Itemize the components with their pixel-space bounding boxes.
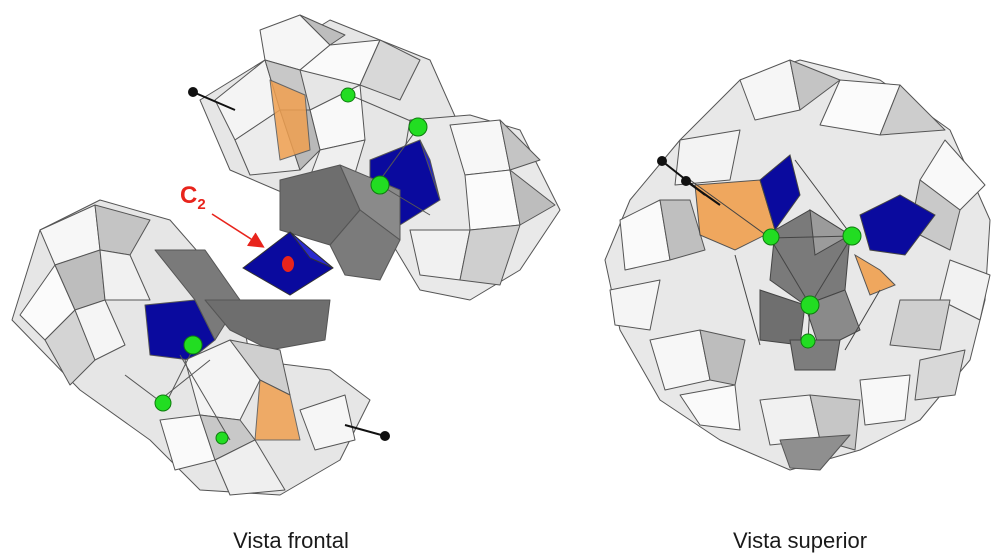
c2-arrow bbox=[211, 213, 265, 248]
top-view-green-atoms bbox=[762, 226, 862, 349]
c2-axis-point bbox=[282, 256, 294, 272]
upper-cluster bbox=[199, 14, 561, 301]
c2-subscript: 2 bbox=[197, 195, 206, 213]
c2-symbol: C bbox=[180, 182, 198, 209]
top-view-structure bbox=[604, 59, 991, 471]
central-unit bbox=[242, 231, 334, 296]
green-atoms bbox=[154, 87, 428, 445]
top-view-core bbox=[689, 154, 936, 371]
c2-axis-label: C2 bbox=[180, 182, 206, 213]
top-view-caption: Vista superior bbox=[732, 528, 868, 553]
frontal-view-structure bbox=[11, 14, 561, 496]
frontal-view-caption: Vista frontal bbox=[233, 528, 349, 553]
terminal-ligands bbox=[188, 87, 390, 441]
top-view-ligands bbox=[657, 156, 721, 206]
